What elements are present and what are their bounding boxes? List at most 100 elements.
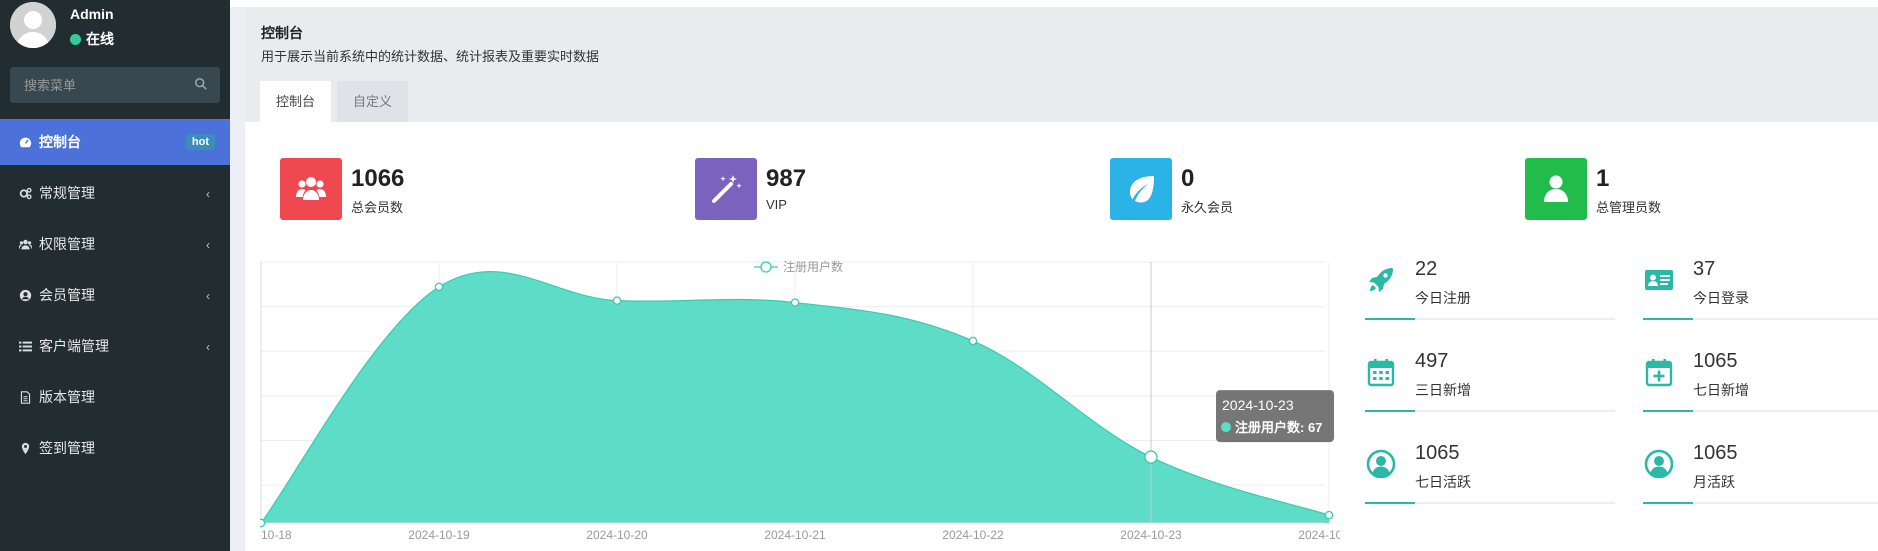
data-point[interactable] [612, 296, 622, 305]
user-name: Admin [70, 6, 114, 22]
data-point[interactable] [968, 336, 978, 346]
page-description: 用于展示当前系统中的统计数据、统计报表及重要实时数据 [261, 49, 600, 64]
x-tick-label: 2024-10-19 [408, 528, 470, 542]
mini-stat-value: 1065 [1693, 442, 1738, 464]
file-icon [18, 390, 32, 404]
chart-tooltip: 2024-10-23 注册用户数: 67 [1216, 390, 1334, 443]
x-tick-label: 2024-10-20 [586, 528, 648, 542]
series-area [261, 271, 1329, 523]
chevron-left-icon: ‹ [206, 289, 210, 303]
mini-stat-value: 37 [1693, 258, 1716, 280]
user-circle-icon [1365, 448, 1397, 480]
x-tick-label: 2024-10-18 [260, 528, 292, 542]
top-navbar [230, 0, 1878, 7]
x-tick-label: 2024-10-23 [1120, 528, 1182, 542]
stat-value: 987 [766, 165, 807, 192]
x-tick-label: 2024-10-24 [1298, 528, 1340, 542]
search-icon[interactable] [194, 77, 210, 93]
user-panel: Admin 在线 [10, 2, 225, 48]
leaf-icon [1110, 158, 1172, 220]
sidebar-item-permissions[interactable]: 权限管理 ‹ [0, 221, 230, 267]
data-point[interactable] [1324, 510, 1334, 520]
sidebar-item-checkin[interactable]: 签到管理 [0, 425, 230, 471]
online-status-icon [70, 33, 81, 45]
x-tick-label: 2024-10-22 [942, 528, 1004, 542]
sidebar-item-members[interactable]: 会员管理 ‹ [0, 272, 230, 318]
data-point[interactable] [260, 518, 266, 528]
user-status-label: 在线 [86, 31, 114, 47]
sidebar-item-dashboard[interactable]: 控制台 hot [0, 119, 230, 165]
legend-label: 注册用户数 [783, 259, 843, 274]
chevron-left-icon: ‹ [206, 238, 210, 252]
search-input[interactable] [10, 67, 190, 103]
calendar-plus-icon [1643, 356, 1675, 388]
tooltip-box [1216, 390, 1334, 443]
cogs-icon [18, 186, 32, 200]
sidebar-item-label: 签到管理 [39, 440, 95, 456]
chevron-left-icon: ‹ [206, 187, 210, 201]
user-circle-icon [1643, 448, 1675, 480]
tab-dashboard[interactable]: 控制台 [260, 81, 332, 122]
mini-stat-three-day-new: 497 三日新增 [1365, 350, 1615, 430]
data-point[interactable] [434, 282, 444, 292]
sidebar-item-label: 常规管理 [39, 185, 95, 201]
magic-wand-icon [695, 158, 757, 220]
registration-chart[interactable]: 2024-10-18 2024-10-19 2024-10-20 2024-10-21… [260, 257, 1340, 551]
mini-stat-today-login: 37 今日登录 [1643, 258, 1878, 338]
stat-value: 0 [1181, 165, 1195, 192]
legend-marker-icon [760, 261, 772, 273]
data-point[interactable] [790, 298, 800, 307]
mini-stat-label: 今日注册 [1415, 290, 1471, 306]
mini-stat-value: 1065 [1693, 350, 1738, 372]
mini-stat-label: 今日登录 [1693, 290, 1749, 306]
mini-stat-seven-day-new: 1065 七日新增 [1643, 350, 1878, 430]
mini-stat-divider [1643, 410, 1878, 412]
dashboard-icon [18, 135, 32, 149]
mini-stat-label: 三日新增 [1415, 382, 1471, 398]
data-point[interactable] [1144, 450, 1158, 464]
mini-stat-value: 22 [1415, 258, 1438, 280]
chart-legend[interactable]: 注册用户数 [754, 259, 843, 274]
mini-stat-divider [1643, 502, 1878, 504]
sidebar-search [10, 67, 220, 103]
chevron-left-icon: ‹ [206, 340, 210, 354]
stat-label: VIP [766, 197, 787, 212]
calendar-icon [1365, 356, 1397, 388]
sidebar-menu: 控制台 hot 常规管理 ‹ 权限管理 ‹ 会员管理 ‹ 客户端管理 ‹ 版本管… [0, 119, 230, 476]
sidebar-item-label: 客户端管理 [39, 338, 109, 354]
user-circle-icon [18, 288, 32, 302]
list-icon [18, 339, 32, 353]
avatar[interactable] [10, 2, 56, 48]
x-tick-label: 2024-10-21 [764, 528, 826, 542]
sidebar-item-clients[interactable]: 客户端管理 ‹ [0, 323, 230, 369]
mini-stat-divider [1365, 410, 1615, 412]
mini-stat-value: 497 [1415, 350, 1449, 372]
sidebar: Admin 在线 控制台 hot 常规管理 ‹ 权限管理 ‹ 会员管理 [0, 0, 230, 551]
mini-stat-monthly-active: 1065 月活跃 [1643, 442, 1878, 522]
users-icon [280, 158, 342, 220]
tab-bar: 控制台 自定义 [260, 81, 414, 122]
group-icon [18, 237, 32, 251]
user-status: 在线 [70, 29, 114, 49]
sidebar-item-label: 控制台 [39, 134, 81, 150]
tooltip-value: 注册用户数: 67 [1235, 420, 1322, 435]
tab-custom[interactable]: 自定义 [337, 81, 409, 122]
mini-stat-divider [1365, 318, 1615, 320]
dashboard-panel: 1066 总会员数 987 VIP 0 永久会员 1 总管理员数 2024-10… [245, 122, 1878, 551]
hot-badge: hot [185, 134, 215, 150]
stat-value: 1 [1596, 165, 1610, 192]
stat-label: 总会员数 [351, 200, 404, 215]
mini-stat-label: 月活跃 [1693, 474, 1735, 490]
mini-stat-divider [1365, 502, 1615, 504]
rocket-icon [1365, 264, 1397, 296]
mini-stat-value: 1065 [1415, 442, 1460, 464]
mini-stat-today-registered: 22 今日注册 [1365, 258, 1615, 338]
sidebar-item-general[interactable]: 常规管理 ‹ [0, 170, 230, 216]
stat-label: 永久会员 [1181, 200, 1234, 215]
stat-label: 总管理员数 [1596, 200, 1662, 215]
sidebar-item-label: 权限管理 [39, 236, 95, 252]
mini-stat-label: 七日新增 [1693, 382, 1749, 398]
tooltip-marker-icon [1221, 422, 1231, 433]
area-chart[interactable]: 2024-10-18 2024-10-19 2024-10-20 2024-10-21… [260, 257, 1340, 551]
sidebar-item-versions[interactable]: 版本管理 [0, 374, 230, 420]
